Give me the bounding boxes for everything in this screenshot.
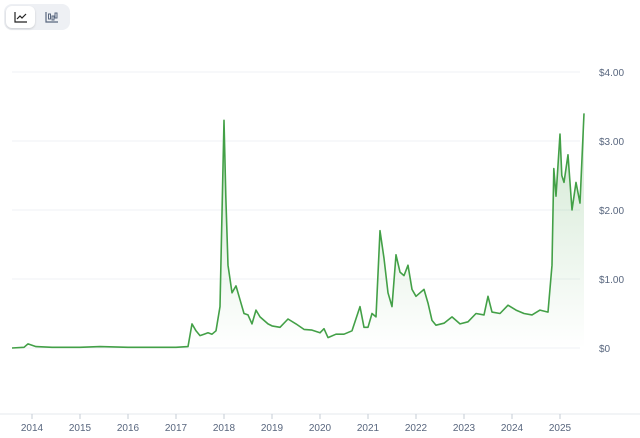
x-tick-label: 2014: [21, 423, 44, 434]
x-tick-label: 2023: [453, 423, 476, 434]
price-line: [11, 113, 585, 349]
chart-type-toolbar: [4, 4, 70, 30]
x-tick-label: 2021: [357, 423, 380, 434]
x-tick-label: 2025: [549, 423, 572, 434]
y-axis: $0 $1.00 $2.00 $3.00 $4.00: [599, 68, 624, 355]
line-chart-icon: [13, 12, 27, 23]
candlestick-chart-icon: [44, 12, 58, 23]
x-tick-label: 2018: [213, 423, 236, 434]
gridlines: [0, 71, 640, 415]
y-tick-label: $2.00: [599, 206, 624, 217]
x-tick-label: 2022: [405, 423, 428, 434]
x-axis: 2014 2015 2016 2017 2018 2019 2020 2021 2022 2023…: [21, 414, 572, 434]
x-tick-label: 2015: [69, 423, 92, 434]
candlestick-chart-button[interactable]: [37, 6, 66, 28]
line-chart-button[interactable]: [6, 6, 35, 28]
y-tick-label: $3.00: [599, 137, 624, 148]
x-tick-label: 2024: [501, 423, 524, 434]
x-tick-label: 2020: [309, 423, 332, 434]
y-tick-label: $1.00: [599, 275, 624, 286]
y-tick-label: $4.00: [599, 68, 624, 79]
x-tick-label: 2016: [117, 423, 140, 434]
y-tick-label: $0: [599, 344, 611, 355]
x-tick-label: 2017: [165, 423, 188, 434]
x-tick-label: 2019: [261, 423, 284, 434]
price-area: [12, 113, 584, 349]
